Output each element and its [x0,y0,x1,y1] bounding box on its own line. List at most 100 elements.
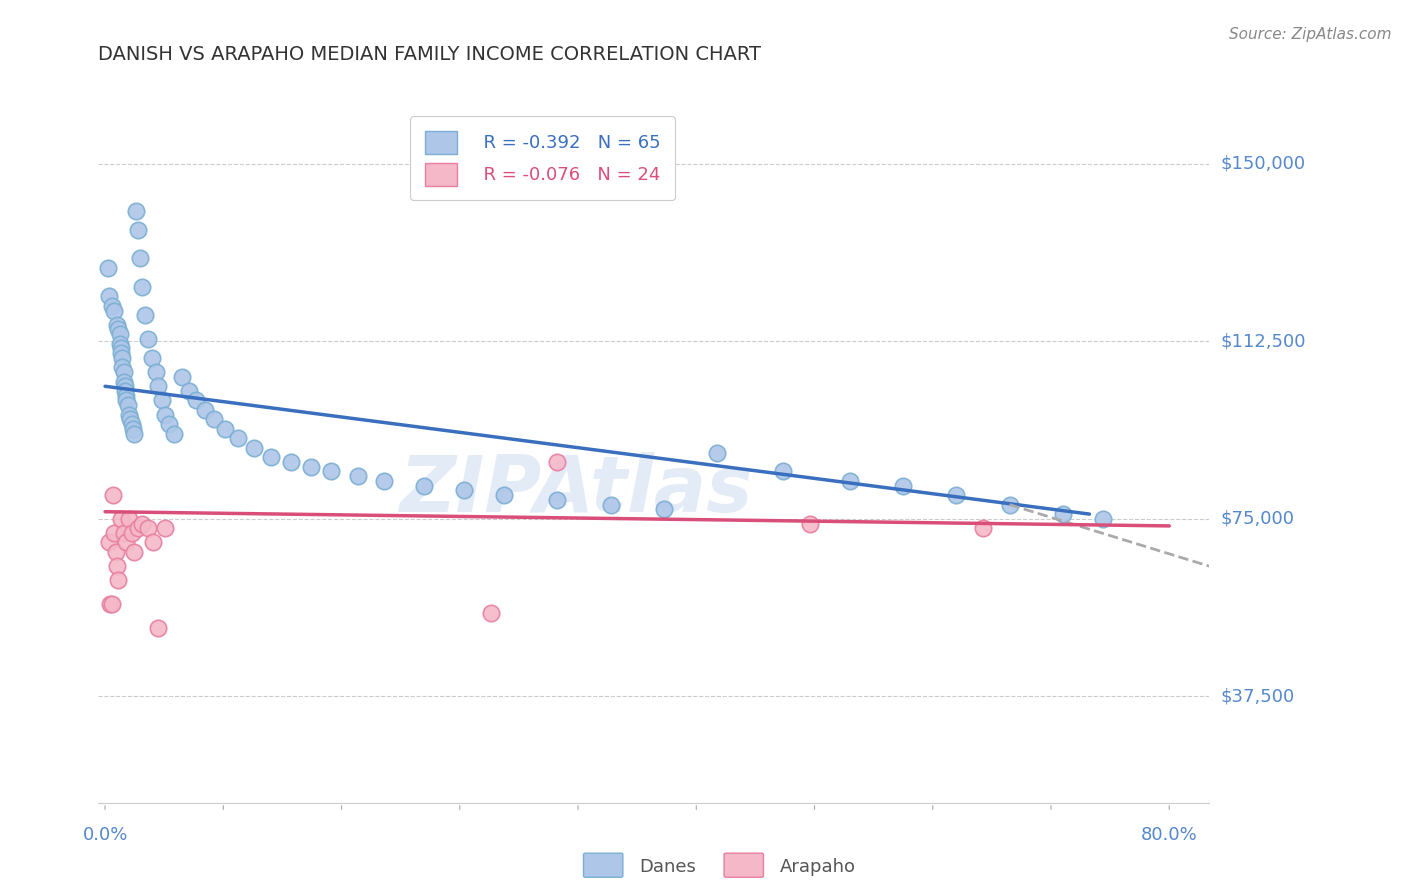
Text: 80.0%: 80.0% [1140,827,1198,845]
Point [413,478,436,492]
Point [172,369,194,384]
Point [839,474,862,488]
Point [107,574,129,588]
Point [112,375,135,389]
Point [111,360,134,375]
Text: $37,500: $37,500 [1220,688,1295,706]
Point [104,545,127,559]
Point [706,445,728,459]
Point [115,393,138,408]
Point [121,417,143,432]
Point [479,607,502,621]
Point [110,512,132,526]
Point [103,526,125,541]
Point [127,223,149,237]
Point [243,441,266,455]
Point [142,535,165,549]
Point [546,455,568,469]
Point [105,559,128,574]
Point [150,393,173,408]
Point [972,521,994,535]
Point [117,398,139,412]
Point [1052,507,1074,521]
Point [945,488,967,502]
Point [494,488,516,502]
Point [134,308,156,322]
Point [202,412,225,426]
Point [103,303,125,318]
Point [373,474,395,488]
Point [115,389,138,403]
Text: $75,000: $75,000 [1220,510,1295,528]
Point [118,512,141,526]
Point [599,498,621,512]
Point [110,346,132,360]
Point [652,502,675,516]
Point [891,478,914,492]
Point [100,299,122,313]
Point [98,289,121,303]
Point [157,417,180,432]
Point [148,621,170,635]
Point [114,384,136,398]
Text: $112,500: $112,500 [1220,333,1306,351]
Point [131,280,153,294]
Point [998,498,1021,512]
Text: 0.0%: 0.0% [83,827,128,845]
Point [112,365,135,379]
Point [1091,512,1114,526]
Legend:   R = -0.392   N = 65,   R = -0.076   N = 24: R = -0.392 N = 65, R = -0.076 N = 24 [411,116,675,201]
Point [97,260,120,275]
Point [136,521,159,535]
Point [114,379,136,393]
Point [546,492,568,507]
Point [105,318,128,332]
Point [124,426,146,441]
Text: Source: ZipAtlas.com: Source: ZipAtlas.com [1229,27,1392,42]
FancyBboxPatch shape [583,853,623,878]
Text: $150,000: $150,000 [1220,155,1305,173]
Point [108,336,131,351]
Text: Danes: Danes [640,858,696,876]
Point [115,535,138,549]
Point [128,252,150,266]
Point [346,469,368,483]
Point [127,521,149,535]
Point [177,384,200,398]
Point [799,516,821,531]
Point [121,526,143,541]
Point [118,408,141,422]
Point [100,597,122,611]
Point [184,393,207,408]
Point [101,488,124,502]
Text: Arapaho: Arapaho [780,858,856,876]
Point [136,332,159,346]
Point [131,516,153,531]
Point [124,545,146,559]
Point [100,597,122,611]
Point [98,535,121,549]
Point [122,422,145,436]
Point [194,403,217,417]
Point [148,379,170,393]
Point [226,431,249,445]
Point [214,422,236,436]
Point [141,351,163,365]
Point [107,322,129,336]
Point [299,459,322,474]
Point [112,526,135,541]
Point [110,342,132,356]
Point [453,483,475,498]
Point [108,327,131,342]
Point [280,455,302,469]
Point [124,204,146,219]
Point [153,408,176,422]
FancyBboxPatch shape [724,853,763,878]
Point [120,412,142,426]
Point [145,365,167,379]
Point [260,450,283,465]
Point [153,521,176,535]
Point [163,426,186,441]
Point [772,465,794,479]
Text: DANISH VS ARAPAHO MEDIAN FAMILY INCOME CORRELATION CHART: DANISH VS ARAPAHO MEDIAN FAMILY INCOME C… [98,45,762,63]
